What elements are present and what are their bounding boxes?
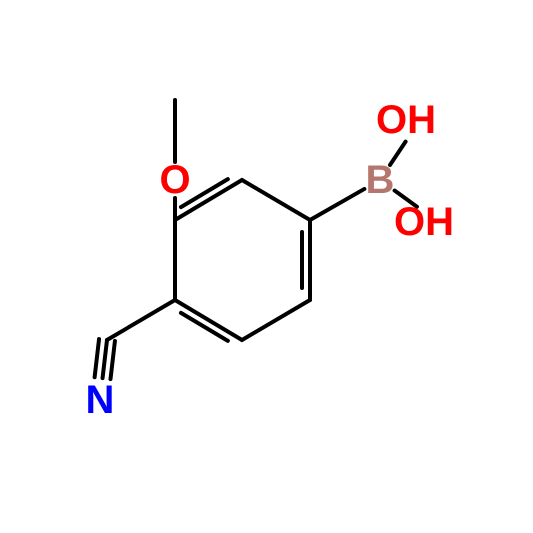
atom-label-n: N bbox=[86, 378, 115, 422]
atom-label-o2: OH bbox=[394, 200, 454, 244]
atom-label-b: B bbox=[366, 158, 395, 202]
atom-label-o1: OH bbox=[376, 98, 436, 142]
chemical-structure: BOHOHON bbox=[0, 0, 533, 533]
atom-label-o3: O bbox=[159, 158, 190, 202]
